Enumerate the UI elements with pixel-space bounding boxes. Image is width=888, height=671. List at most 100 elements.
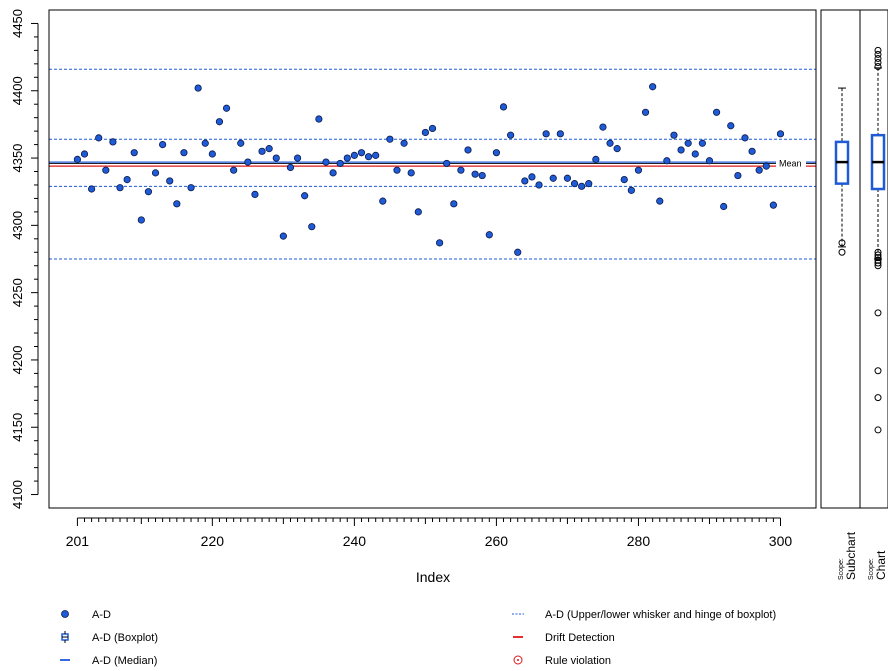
x-axis: 201 220 240 260 280 300 xyxy=(66,517,793,549)
data-point xyxy=(201,139,209,147)
data-point xyxy=(684,139,692,147)
data-point xyxy=(507,131,515,139)
mean-label-background xyxy=(776,158,806,169)
box-outlier xyxy=(874,248,882,256)
data-point xyxy=(656,197,664,205)
box-outlier xyxy=(874,367,882,375)
data-point xyxy=(272,154,280,162)
y-tick-label: 4350 xyxy=(10,144,25,173)
data-point xyxy=(450,200,458,208)
box-panel-frame xyxy=(820,9,888,509)
legend-item: A-D (Upper/lower whisker and hinge of bo… xyxy=(512,609,776,621)
data-point xyxy=(549,174,557,182)
legend-item: A-D xyxy=(61,609,111,621)
data-point xyxy=(776,130,785,138)
data-point xyxy=(698,139,706,147)
legend-ring-icon xyxy=(513,655,523,665)
data-point xyxy=(606,139,614,147)
data-point xyxy=(159,140,167,149)
main-plot-frame xyxy=(48,9,817,509)
data-point xyxy=(620,175,628,184)
data-point xyxy=(286,163,295,172)
box-outlier xyxy=(874,58,882,66)
data-point xyxy=(116,184,124,192)
data-point xyxy=(244,158,252,166)
data-point xyxy=(677,146,685,154)
box-outlier xyxy=(874,394,882,402)
legend-item: Drift Detection xyxy=(513,632,615,644)
whisker-hinge-lines xyxy=(49,68,816,260)
data-point xyxy=(166,177,174,185)
data-point xyxy=(222,104,231,112)
data-point xyxy=(691,150,699,158)
data-point xyxy=(705,157,714,165)
data-point xyxy=(130,149,138,157)
panel-label-subchart-name: Subchart xyxy=(844,531,858,580)
data-point xyxy=(350,151,358,159)
data-point xyxy=(457,166,465,174)
data-point xyxy=(88,185,96,193)
data-point xyxy=(265,145,273,153)
data-point xyxy=(720,202,728,211)
data-point xyxy=(755,166,763,174)
box-outlier xyxy=(874,50,882,58)
y-axis: 4100 4150 4200 4250 4300 4350 4400 4450 xyxy=(10,9,39,509)
box-outlier xyxy=(874,46,882,54)
data-point xyxy=(436,239,444,247)
data-point xyxy=(372,151,380,159)
data-point xyxy=(364,153,373,161)
data-point xyxy=(535,181,543,189)
box-outlier xyxy=(874,251,882,259)
data-point xyxy=(464,146,472,154)
data-point xyxy=(251,190,259,198)
panel-label-subchart: Scope: Subchart xyxy=(838,531,858,580)
data-point xyxy=(308,223,316,231)
box-outlier xyxy=(874,63,882,71)
x-axis-title: Index xyxy=(416,569,450,585)
panel-label-chart-scope: Scope: xyxy=(868,558,875,580)
data-point xyxy=(144,188,153,196)
data-point xyxy=(173,200,181,208)
data-point xyxy=(215,118,224,126)
data-point xyxy=(187,184,195,192)
data-point xyxy=(492,149,501,157)
legend-label: Drift Detection xyxy=(545,632,615,644)
data-point xyxy=(670,131,678,139)
data-point xyxy=(400,139,408,147)
data-point xyxy=(102,166,110,174)
data-point xyxy=(762,162,770,170)
data-point xyxy=(194,84,202,92)
data-point xyxy=(592,155,600,163)
data-point xyxy=(741,134,749,142)
data-point xyxy=(663,157,671,165)
data-point xyxy=(301,192,309,200)
data-point xyxy=(556,130,564,138)
x-tick-label: 300 xyxy=(769,533,793,549)
panel-label-chart: Scope: Chart xyxy=(868,550,888,580)
x-tick-label: 220 xyxy=(201,533,225,549)
data-point xyxy=(712,108,721,116)
data-point xyxy=(73,155,82,163)
subchart-boxplot xyxy=(834,87,850,256)
data-point xyxy=(641,108,650,116)
box-outlier xyxy=(874,426,882,434)
data-point xyxy=(393,166,401,174)
legend-dot-icon xyxy=(61,610,69,618)
data-point xyxy=(386,135,394,143)
data-point xyxy=(95,134,103,142)
x-tick-label: 280 xyxy=(627,533,651,549)
data-point xyxy=(585,180,593,188)
data-point xyxy=(237,139,245,147)
data-point xyxy=(180,149,188,157)
data-point xyxy=(727,122,735,130)
y-tick-label: 4150 xyxy=(10,413,25,442)
data-point xyxy=(734,171,742,180)
data-point xyxy=(634,166,643,174)
legend-item: A-D (Boxplot) xyxy=(61,631,158,644)
x-tick-label: 201 xyxy=(66,533,90,549)
data-point xyxy=(478,171,486,180)
y-tick-label: 4300 xyxy=(10,211,25,240)
data-point xyxy=(379,197,387,205)
chart-boxplot xyxy=(870,46,886,434)
